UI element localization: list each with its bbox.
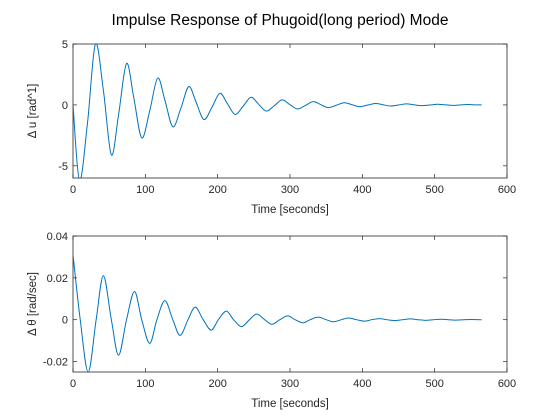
- y-tick-label: -0.02: [43, 357, 68, 369]
- x-axis-label: Time [seconds]: [251, 204, 329, 216]
- x-tick-label: 600: [498, 378, 516, 390]
- y-tick-label: 0: [62, 315, 68, 327]
- x-tick-label: 300: [281, 378, 299, 390]
- y-tick-label: 5: [62, 39, 68, 51]
- x-tick-label: 500: [425, 184, 443, 196]
- series-line-1: [73, 44, 482, 178]
- y-tick-label: -5: [58, 161, 68, 173]
- y-tick-label: 0.02: [47, 273, 68, 285]
- x-tick-label: 400: [353, 378, 371, 390]
- plot-area: [72, 43, 508, 179]
- x-tick-label: 0: [70, 378, 76, 390]
- y-axis-label: Δ u [rad^1]: [27, 84, 39, 139]
- x-tick-label: 400: [353, 184, 371, 196]
- y-tick-label: 0.04: [47, 231, 68, 243]
- x-tick-label: 100: [136, 184, 154, 196]
- y-tick-label: 0: [62, 100, 68, 112]
- figure-title: Impulse Response of Phugoid(long period)…: [112, 12, 449, 29]
- series-line-1: [73, 254, 482, 372]
- x-tick-label: 200: [208, 378, 226, 390]
- y-axis-label: Δ θ [rad/sec]: [27, 272, 39, 336]
- x-tick-label: 200: [208, 184, 226, 196]
- plot-area: [72, 235, 508, 373]
- x-tick-label: 300: [281, 184, 299, 196]
- x-tick-label: 500: [425, 378, 443, 390]
- x-tick-label: 0: [70, 184, 76, 196]
- x-tick-label: 100: [136, 378, 154, 390]
- x-tick-label: 600: [498, 184, 516, 196]
- x-axis-label: Time [seconds]: [251, 398, 329, 410]
